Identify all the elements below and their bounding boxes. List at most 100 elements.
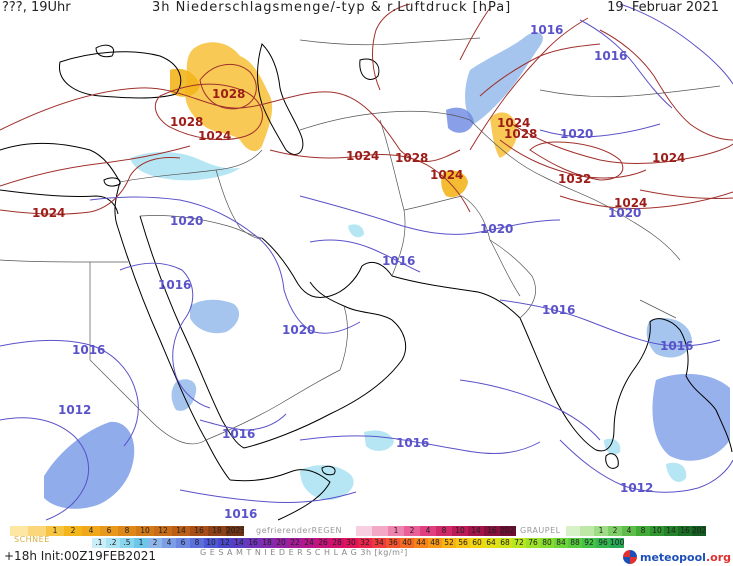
legend-graupel-cell: 2 xyxy=(608,526,622,536)
rain-area-levant xyxy=(130,152,240,181)
snow-area-afghanistan xyxy=(490,112,518,158)
legend-total-cell: 52 xyxy=(442,538,456,548)
sri-lanka-coast xyxy=(605,453,619,469)
legend-freezing_rain-cell: 2025+ xyxy=(500,526,516,536)
isobar-label: 1012 xyxy=(620,481,653,495)
isobar-1024-east xyxy=(511,123,733,165)
red-sea-west-coast xyxy=(117,227,231,481)
legend-graupel-title: GRAUPEL xyxy=(520,526,561,535)
isobar-1024-southwest xyxy=(0,157,181,215)
legend-snow-cell: 2025+ xyxy=(226,526,244,536)
valid-time-label: ???, 19Uhr xyxy=(2,0,71,15)
legend-total-cell: 10 xyxy=(204,538,218,548)
legend-total-cell: 72 xyxy=(512,538,526,548)
border-himalaya xyxy=(469,119,681,261)
legend-total-cell: 24 xyxy=(302,538,316,548)
persian-gulf-coast xyxy=(261,237,393,298)
legend-snow-cell: 6 xyxy=(100,526,118,536)
legend-graupel-cell: 8 xyxy=(636,526,650,536)
socotra-coast xyxy=(321,465,336,476)
snow-area-himalaya xyxy=(465,32,543,124)
isobar-label: 1020 xyxy=(170,214,203,228)
isobar-layer xyxy=(0,3,733,521)
legend-total-cell: 12 xyxy=(218,538,232,548)
isobar-label: 1016 xyxy=(396,436,429,450)
map-title: 3h Niederschlagsmenge/-typ & r.Luftdruck… xyxy=(152,0,512,15)
rain-area-indian-ocean xyxy=(364,430,394,451)
india-west-coast xyxy=(519,317,615,452)
isobar-label: 1016 xyxy=(594,49,627,63)
legend-total-cell: 8 xyxy=(190,538,204,548)
crimea-coast xyxy=(95,44,114,58)
legend-total-cell: 100 xyxy=(610,538,624,548)
legend-total-cell: 4 xyxy=(162,538,176,548)
aral-coast xyxy=(359,58,380,80)
isobar-1016-india2 xyxy=(459,379,601,441)
legend-total-cell: 80 xyxy=(540,538,554,548)
border-sudan-ethiopia xyxy=(89,262,207,445)
isobar-1020-ne xyxy=(599,29,733,141)
isobar-label: 1016 xyxy=(542,303,575,317)
legend-total-cell: 22 xyxy=(288,538,302,548)
isobar-1016-arabia xyxy=(119,262,211,409)
legend-total-title: G E S A M T N I E D E R S C H L A G 3h [… xyxy=(200,548,408,557)
legend-snow-cell: 14 xyxy=(172,526,190,536)
black-sea-coast xyxy=(59,51,182,99)
meteopool-logo[interactable]: meteopool.org xyxy=(622,550,731,564)
legend-freezing-rain-scale: 12481014162025+ xyxy=(356,526,516,536)
isobar-label-extra: 1016 xyxy=(660,339,693,353)
india-east-coast xyxy=(613,318,681,431)
legend-total-cell: 6 xyxy=(176,538,190,548)
isobar-label: 1028 xyxy=(395,151,428,165)
legend-total-cell: 32 xyxy=(358,538,372,548)
isobar-label: 1020 xyxy=(560,127,593,141)
run-info: +18h Init:00Z19FEB2021 xyxy=(4,549,156,563)
legend-freezing_rain-cell: 2 xyxy=(404,526,420,536)
legend-snow-cell: 8 xyxy=(118,526,136,536)
isobar-label: 1032 xyxy=(558,172,591,186)
rain-area-andaman xyxy=(666,462,687,482)
legend-freezing_rain-cell: 14 xyxy=(468,526,484,536)
legend-total-cell: 60 xyxy=(470,538,484,548)
legend-freezing_rain-cell: 16 xyxy=(484,526,500,536)
rain-area-bay-bengal xyxy=(646,318,692,358)
legend-graupel-cell xyxy=(566,526,580,536)
border-turkey-south xyxy=(119,149,263,183)
legend-freezing_rain-cell: 8 xyxy=(436,526,452,536)
legend-total-cell: 2 xyxy=(148,538,162,548)
legend-total-cell: 84 xyxy=(554,538,568,548)
isobar-1028-caucasus xyxy=(154,83,263,141)
legend-total-scale: .1.2.5 1 2 4 6 8 10 12 14 16 18 20 22 24 26 28 30 32 34 36 4… xyxy=(92,538,624,548)
isobar-1016-south xyxy=(179,489,357,503)
isobar-label: 1016 xyxy=(382,254,415,268)
isobar-1024-ne3 xyxy=(459,7,491,61)
border-central-asia xyxy=(299,110,471,131)
legend-freezing_rain-cell: 1 xyxy=(388,526,404,536)
rain-area-ethiopia xyxy=(44,421,135,509)
isobar-label: 1016 xyxy=(72,343,105,357)
border-saudi-yemen xyxy=(205,369,341,441)
legend-total-cell: .5 xyxy=(120,538,134,548)
legend-snow-cell: 10 xyxy=(136,526,154,536)
legend-total-cell: 1 xyxy=(134,538,148,548)
border-afghan-pakistan xyxy=(403,195,521,297)
isobar-label-layer: 1016 1016 1024 1028 1028 1024 1024 1028 … xyxy=(32,23,693,521)
isobar-1024-ne2 xyxy=(469,17,589,151)
isobar-label: 1028 xyxy=(504,127,537,141)
precipitation-layer xyxy=(44,32,730,509)
border-india-pak xyxy=(489,239,536,319)
snow-area-turkey xyxy=(170,68,200,97)
legend-freezing_rain-cell xyxy=(356,526,372,536)
isobar-1016-red-sea xyxy=(0,339,139,447)
border-kazakh xyxy=(299,37,481,46)
border-oman xyxy=(339,305,348,371)
legend-snow-cell: 16 xyxy=(190,526,208,536)
border-iran-afghan xyxy=(379,119,406,277)
isobar-label: 1012 xyxy=(58,403,91,417)
coastline-layer xyxy=(0,43,733,521)
isobar-label: 1024 xyxy=(430,168,463,182)
isobar-1028-west xyxy=(0,145,191,187)
legend-total-cell: 18 xyxy=(260,538,274,548)
isobar-1016-india xyxy=(499,299,721,347)
